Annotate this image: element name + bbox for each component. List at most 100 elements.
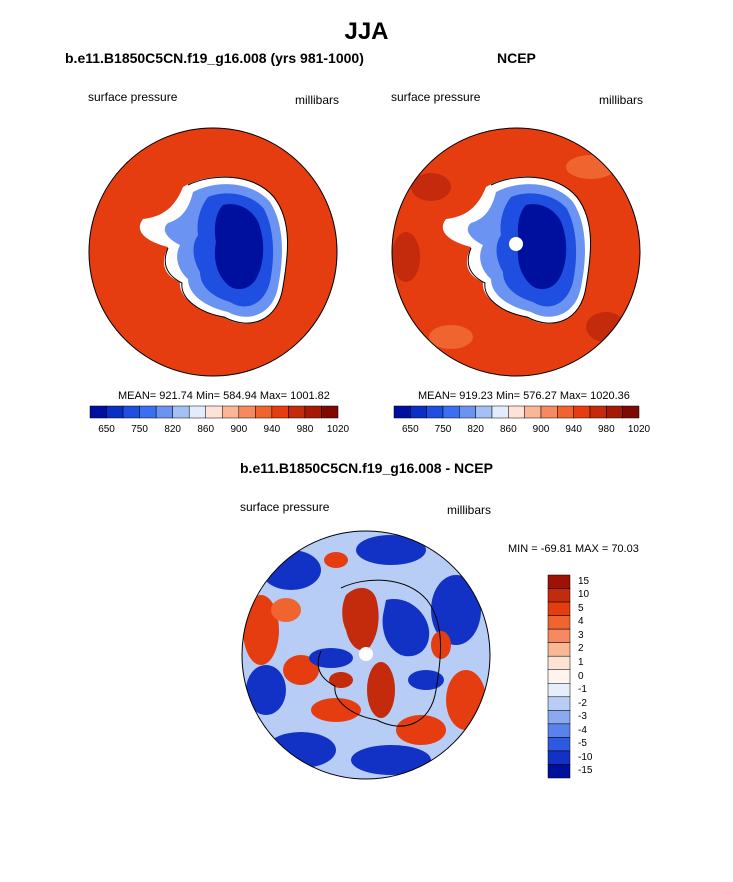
- obs-stats: MEAN= 919.23 Min= 576.27 Max= 1020.36: [418, 390, 630, 402]
- model-colorbar: [89, 405, 339, 419]
- diff-colorbar-tick-label: 3: [578, 629, 584, 641]
- diff-colorbar-tick-label: -5: [578, 738, 587, 750]
- obs-units-label: millibars: [599, 93, 644, 107]
- model-polar-map: [88, 127, 338, 377]
- model-map-border: [88, 127, 338, 377]
- diff-colorbar-box: [547, 764, 571, 779]
- obs-colorbar-tick-label: 980: [597, 424, 615, 435]
- diff-colorbar-box: [547, 601, 571, 616]
- model-colorbar-box: [106, 405, 124, 419]
- obs-colorbar-box: [606, 405, 623, 419]
- obs-colorbar-box: [426, 405, 444, 419]
- diff-colorbar-tick-label: -15: [578, 765, 593, 777]
- diff-colorbar-tick-label: -4: [578, 724, 587, 736]
- diff-colorbar-box: [547, 588, 571, 603]
- diff-colorbar-box: [547, 696, 571, 711]
- diff-colorbar-box: [547, 669, 571, 684]
- obs-colorbar-tick-label: 940: [565, 424, 582, 435]
- diff-colorbar-tick-label: 4: [578, 616, 584, 628]
- diff-panel-title: b.e11.B1850C5CN.f19_g16.008 - NCEP: [240, 460, 493, 476]
- model-colorbar-tick-label: 650: [98, 424, 115, 435]
- obs-panel-title: NCEP: [497, 50, 536, 66]
- obs-colorbar-box: [508, 405, 525, 419]
- model-colorbar-tick-label: 750: [131, 424, 148, 435]
- obs-colorbar-box: [442, 405, 460, 419]
- model-colorbar-box: [139, 405, 157, 419]
- diff-colorbar-tick-label: -2: [578, 697, 587, 709]
- model-colorbar-box: [188, 405, 206, 419]
- diff-colorbar-tick-label: 0: [578, 670, 584, 682]
- diff-colorbar-tick-label: 2: [578, 643, 584, 655]
- model-colorbar-tick-label: 980: [296, 424, 314, 435]
- model-colorbar-box: [321, 405, 339, 419]
- obs-colorbar-box: [573, 405, 591, 419]
- obs-map-border: [391, 127, 641, 377]
- diff-colorbar-tick-label: 15: [578, 575, 590, 587]
- obs-pole-mask: [509, 237, 523, 251]
- obs-colorbar-tick-label: 820: [467, 424, 484, 435]
- model-colorbar-tick-label: 1020: [326, 424, 350, 435]
- diff-colorbar-box: [547, 750, 571, 765]
- obs-colorbar-tick-label: 750: [434, 424, 452, 435]
- obs-colorbar-labels: 650 750 820 860 900 940 980 1020: [394, 424, 650, 438]
- model-colorbar-tick-label: 900: [230, 424, 248, 435]
- diff-colorbar-tick-label: 10: [578, 589, 590, 601]
- diff-colorbar-box: [547, 574, 571, 589]
- diff-colorbar-tick-label: -10: [578, 751, 593, 763]
- model-colorbar-tick-label: 860: [197, 424, 215, 435]
- model-colorbar-box: [205, 405, 223, 419]
- page-title: JJA: [344, 18, 389, 45]
- obs-colorbar-tick-label: 650: [401, 424, 419, 435]
- obs-colorbar-tick-label: 1020: [627, 424, 651, 435]
- diff-colorbar-box: [547, 710, 571, 725]
- model-stats: MEAN= 921.74 Min= 584.94 Max= 1001.82: [118, 390, 330, 402]
- diff-colorbar-box: [547, 615, 571, 630]
- model-colorbar-box: [155, 405, 173, 419]
- obs-colorbar-box: [589, 405, 607, 419]
- diff-pole-mask: [359, 647, 373, 661]
- diff-stats: MIN = -69.81 MAX = 70.03: [508, 543, 639, 555]
- model-colorbar-box: [255, 405, 273, 419]
- diff-map-border: [241, 530, 491, 780]
- diff-colorbar-box: [547, 737, 571, 752]
- obs-colorbar-tick-label: 860: [499, 424, 517, 435]
- obs-colorbar-box: [393, 405, 411, 419]
- model-colorbar-tick-label: 820: [164, 424, 181, 435]
- obs-colorbar-tick-label: 900: [532, 424, 550, 435]
- diff-colorbar-box: [547, 683, 571, 698]
- diff-colorbar-box: [547, 655, 571, 670]
- diff-coastline: [317, 579, 441, 727]
- obs-coastline: [467, 176, 591, 324]
- diff-colorbar-tick-label: 5: [578, 602, 584, 614]
- model-colorbar-box: [172, 405, 190, 419]
- model-coastline: [164, 176, 288, 324]
- diff-colorbar: [547, 574, 571, 779]
- model-colorbar-box: [288, 405, 306, 419]
- obs-colorbar-box: [540, 405, 558, 419]
- diff-colorbar-labels: 15 10 5 4 3 2 1 0 -1 -2 -3 -4 -5 -10 -15: [578, 575, 618, 778]
- model-variable-label: surface pressure: [88, 90, 178, 104]
- obs-plateau-minimum: [517, 204, 567, 290]
- diff-colorbar-tick-label: 1: [578, 656, 584, 668]
- model-colorbar-box: [271, 405, 289, 419]
- diff-colorbar-box: [547, 723, 571, 738]
- obs-colorbar-box: [475, 405, 493, 419]
- diff-polar-map: [241, 530, 491, 780]
- obs-colorbar: [393, 405, 640, 419]
- model-colorbar-box: [89, 405, 107, 419]
- obs-variable-label: surface pressure: [391, 90, 481, 104]
- obs-colorbar-box: [410, 405, 427, 419]
- diff-colorbar-tick-label: -3: [578, 711, 587, 723]
- model-colorbar-box: [222, 405, 240, 419]
- model-colorbar-labels: 650 750 820 860 900 940 980 1020: [90, 424, 349, 438]
- obs-colorbar-box: [491, 405, 509, 419]
- obs-colorbar-box: [622, 405, 640, 419]
- model-plateau-minimum: [214, 204, 264, 290]
- model-colorbar-box: [238, 405, 256, 419]
- model-units-label: millibars: [295, 93, 340, 107]
- model-colorbar-box: [122, 405, 140, 419]
- diff-colorbar-box: [547, 642, 571, 657]
- obs-colorbar-box: [524, 405, 542, 419]
- obs-colorbar-box: [459, 405, 476, 419]
- model-panel-title: b.e11.B1850C5CN.f19_g16.008 (yrs 981-100…: [65, 50, 364, 66]
